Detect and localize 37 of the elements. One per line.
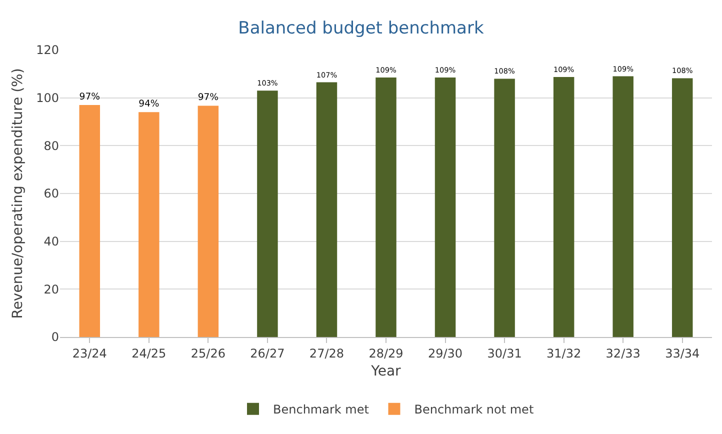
x-tick-label: 26/27 — [250, 346, 285, 360]
x-tick-label: 32/33 — [606, 346, 640, 360]
bar — [198, 106, 219, 337]
y-tick-label: 120 — [36, 43, 59, 58]
bar — [672, 78, 693, 337]
bar — [257, 90, 278, 337]
bar — [494, 78, 515, 337]
x-tick-label: 29/30 — [428, 346, 463, 360]
y-tick-label: 60 — [44, 186, 59, 201]
bar — [553, 77, 574, 337]
bar — [316, 82, 338, 337]
y-tick-label: 40 — [44, 234, 59, 249]
y-tick-label: 80 — [44, 138, 59, 153]
x-tick-label: 24/25 — [132, 346, 166, 360]
bar — [434, 78, 456, 337]
x-tick-label: 23/24 — [72, 346, 107, 360]
bar — [138, 112, 160, 337]
legend-label: Benchmark not met — [414, 402, 534, 417]
x-tick-label: 31/32 — [546, 346, 582, 360]
chart-title: Balanced budget benchmark — [238, 18, 484, 39]
bar — [376, 78, 396, 337]
data-label: 97% — [198, 92, 219, 104]
bar — [612, 76, 634, 337]
x-tick-label: 28/29 — [368, 346, 404, 360]
x-tick-label: 25/26 — [190, 346, 226, 360]
x-tick-label: 30/31 — [487, 346, 522, 360]
data-label: 97% — [79, 91, 100, 102]
x-tick-label: 27/28 — [309, 346, 344, 360]
legend-label: Benchmark met — [273, 402, 370, 417]
y-tick-label: 20 — [44, 282, 59, 296]
y-tick-label: 100 — [36, 91, 59, 106]
bar — [79, 105, 100, 337]
y-tick-label: 0 — [51, 330, 59, 344]
x-axis-title: Year — [370, 364, 402, 380]
data-label: 94% — [138, 98, 160, 110]
y-axis-title: Revenue/operating expenditure (%) — [10, 68, 26, 319]
x-tick-label: 33/34 — [665, 346, 700, 360]
